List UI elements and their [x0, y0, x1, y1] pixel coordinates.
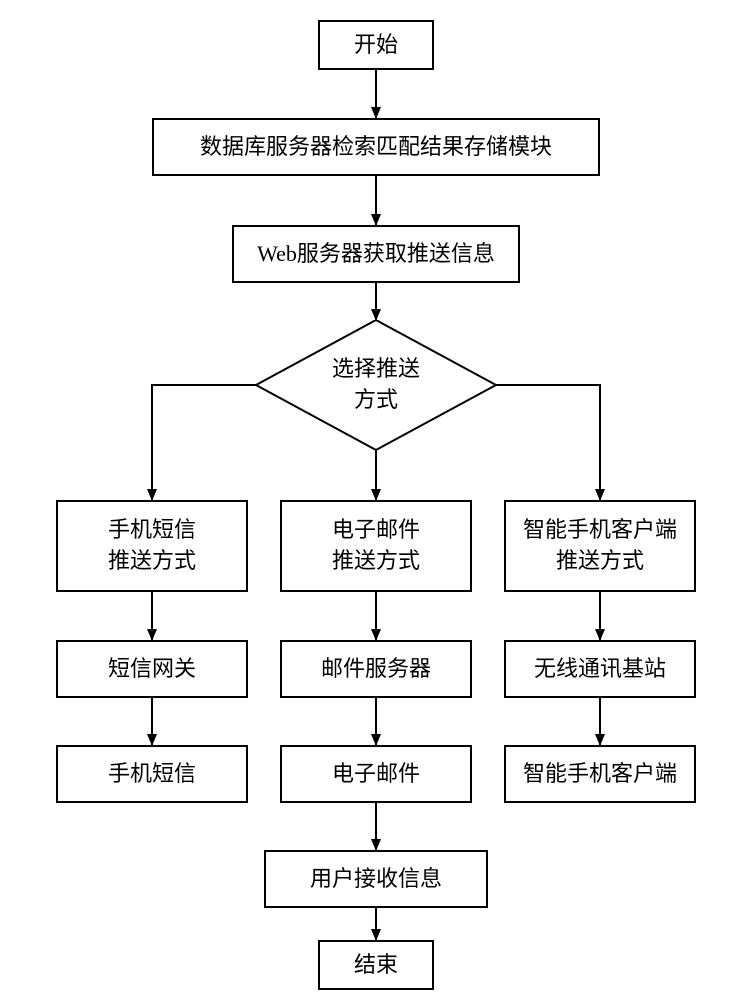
node-db-label: 数据库服务器检索匹配结果存储模块: [200, 132, 552, 163]
node-sms-push-line2: 推送方式: [108, 546, 196, 577]
node-decision-line2: 方式: [332, 385, 420, 416]
node-decision: 选择推送 方式: [256, 320, 496, 450]
node-mail-server-label: 邮件服务器: [321, 654, 431, 685]
node-sms-push-line1: 手机短信: [108, 515, 196, 546]
node-end-label: 结束: [354, 950, 398, 981]
node-user-receive-label: 用户接收信息: [310, 864, 442, 895]
node-email-push-line1: 电子邮件: [332, 515, 420, 546]
edge-decision-to-app_push: [496, 385, 600, 500]
node-wireless-base: 无线通讯基站: [504, 640, 696, 698]
node-email-message-label: 电子邮件: [332, 759, 420, 790]
node-email-message: 电子邮件: [280, 745, 472, 803]
node-db: 数据库服务器检索匹配结果存储模块: [152, 118, 600, 176]
node-email-push-line2: 推送方式: [332, 546, 420, 577]
flowchart-canvas: 开始 数据库服务器检索匹配结果存储模块 Web服务器获取推送信息 选择推送 方式…: [0, 0, 752, 1000]
node-sms-gateway: 短信网关: [56, 640, 248, 698]
node-app-push: 智能手机客户端 推送方式: [504, 500, 696, 592]
node-sms-message-label: 手机短信: [108, 759, 196, 790]
node-email-push: 电子邮件 推送方式: [280, 500, 472, 592]
node-end: 结束: [318, 940, 434, 990]
node-app-client-label: 智能手机客户端: [523, 759, 677, 790]
node-sms-gateway-label: 短信网关: [108, 654, 196, 685]
node-mail-server: 邮件服务器: [280, 640, 472, 698]
edge-decision-to-sms_push: [152, 385, 256, 500]
node-app-push-line2: 推送方式: [556, 546, 644, 577]
node-sms-push: 手机短信 推送方式: [56, 500, 248, 592]
node-decision-label: 选择推送 方式: [332, 354, 420, 416]
node-app-push-line1: 智能手机客户端: [523, 515, 677, 546]
node-web: Web服务器获取推送信息: [232, 225, 520, 283]
node-wireless-base-label: 无线通讯基站: [534, 654, 666, 685]
node-web-label: Web服务器获取推送信息: [257, 239, 495, 270]
node-start: 开始: [318, 20, 434, 70]
node-user-receive: 用户接收信息: [264, 850, 488, 908]
node-decision-line1: 选择推送: [332, 354, 420, 385]
node-app-client: 智能手机客户端: [504, 745, 696, 803]
node-sms-message: 手机短信: [56, 745, 248, 803]
node-start-label: 开始: [354, 30, 398, 61]
